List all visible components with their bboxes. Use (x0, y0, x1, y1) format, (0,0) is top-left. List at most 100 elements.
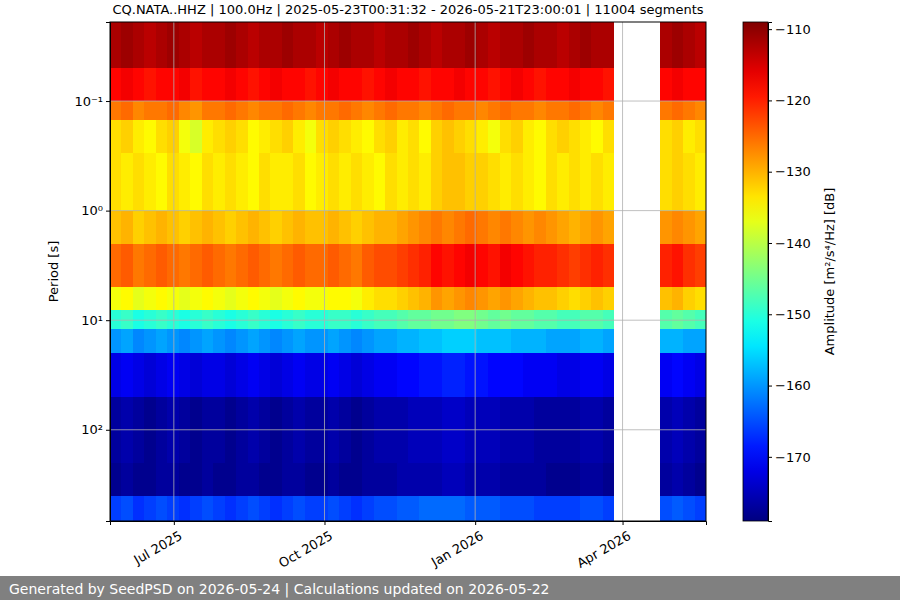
cell (190, 211, 201, 244)
cell (454, 463, 465, 496)
cell (225, 120, 236, 153)
cell (110, 101, 121, 120)
cell (488, 244, 499, 288)
cell (569, 211, 580, 244)
x-tick: Jan 2026 (428, 521, 486, 570)
cell (121, 211, 132, 244)
cell (477, 120, 488, 153)
cell (179, 211, 190, 244)
cell (397, 244, 408, 288)
cell (488, 211, 499, 244)
cell (156, 68, 167, 101)
cell (248, 101, 259, 120)
cell (557, 22, 568, 68)
cell (419, 244, 430, 288)
colorbar-tick-label: −110 (775, 22, 811, 37)
cell (442, 353, 453, 397)
cell (144, 463, 155, 496)
cell (419, 463, 430, 496)
cell (156, 120, 167, 153)
cell (316, 496, 327, 521)
cell (270, 68, 281, 101)
cell (339, 496, 350, 521)
cell (316, 244, 327, 288)
cell (225, 22, 236, 68)
cell (202, 68, 213, 101)
cell (660, 310, 671, 329)
cell (121, 120, 132, 153)
cell (282, 101, 293, 120)
cell (534, 101, 545, 120)
cell (179, 310, 190, 329)
cell (213, 287, 224, 309)
cell (305, 120, 316, 153)
cell (385, 463, 396, 496)
cell (477, 496, 488, 521)
cell (167, 353, 178, 397)
cell (293, 310, 304, 329)
cell (248, 22, 259, 68)
cell (362, 153, 373, 210)
cell (144, 153, 155, 210)
cell (408, 101, 419, 120)
cell (557, 353, 568, 397)
cell (557, 496, 568, 521)
grid-line (110, 320, 706, 321)
cell (695, 211, 706, 244)
cell (477, 101, 488, 120)
cell (167, 153, 178, 210)
cell (591, 463, 602, 496)
cell (511, 244, 522, 288)
cell (293, 353, 304, 397)
colorbar-tick-label: −120 (775, 93, 811, 108)
cell (419, 68, 430, 101)
cell (672, 68, 683, 101)
cell (603, 211, 614, 244)
grid-line (110, 429, 706, 430)
colorbar-tick: −130 (768, 164, 811, 179)
cell (569, 153, 580, 210)
cell (672, 463, 683, 496)
cell (442, 496, 453, 521)
cell (328, 463, 339, 496)
cell (156, 153, 167, 210)
cell (248, 353, 259, 397)
cell (683, 22, 694, 68)
cell (202, 496, 213, 521)
cell (683, 244, 694, 288)
colorbar-tick-label: −130 (775, 164, 811, 179)
cell (500, 329, 511, 353)
grid-line (622, 22, 623, 521)
cell (248, 287, 259, 309)
cell (488, 496, 499, 521)
cell (167, 496, 178, 521)
cell (672, 153, 683, 210)
cell (477, 22, 488, 68)
cell (431, 463, 442, 496)
cell (305, 211, 316, 244)
cell (431, 101, 442, 120)
cell (236, 101, 247, 120)
cell (511, 120, 522, 153)
cell (328, 244, 339, 288)
cell (133, 22, 144, 68)
cell (121, 22, 132, 68)
cell (225, 68, 236, 101)
cell (683, 120, 694, 153)
cell (305, 463, 316, 496)
cell (660, 463, 671, 496)
cell (454, 496, 465, 521)
cell (374, 353, 385, 397)
cell (534, 153, 545, 210)
cell (431, 68, 442, 101)
x-tick: Jul 2025 (130, 521, 184, 568)
cell (534, 353, 545, 397)
cell (225, 329, 236, 353)
cell (236, 463, 247, 496)
cell (419, 22, 430, 68)
cell (225, 101, 236, 120)
cell (683, 496, 694, 521)
cell (339, 68, 350, 101)
cell (259, 353, 270, 397)
cell (133, 287, 144, 309)
